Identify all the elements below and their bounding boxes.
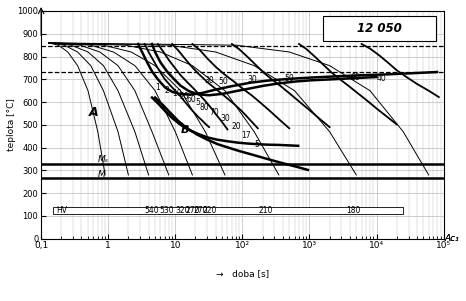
Text: 30: 30 [204,76,214,85]
Text: Ac₁: Ac₁ [445,234,459,243]
Text: 80: 80 [199,103,209,112]
Text: →   doba [s]: → doba [s] [216,269,269,278]
Text: 20: 20 [231,122,240,131]
Text: 5: 5 [254,140,260,149]
Text: 10: 10 [172,89,181,98]
Text: 60: 60 [350,73,360,82]
Text: B: B [181,125,189,135]
Text: 60: 60 [187,95,197,104]
Text: 220: 220 [203,206,217,215]
Bar [53,207,403,214]
Text: 20: 20 [179,92,189,101]
Text: 17: 17 [241,131,251,140]
Text: 12 050: 12 050 [357,22,402,35]
Text: M: M [97,169,105,178]
Text: 2: 2 [164,86,169,95]
Text: 50: 50 [219,77,228,86]
Text: 30: 30 [247,75,257,84]
Text: 30: 30 [220,114,230,123]
Text: 530: 530 [159,206,174,215]
Text: Mₛ: Mₛ [97,155,109,164]
Y-axis label: teplota [°C]: teplota [°C] [7,98,16,151]
Text: 1: 1 [156,83,160,92]
Text: Ac₃: Ac₃ [445,234,459,243]
Text: 210: 210 [258,206,273,215]
Text: 270: 270 [186,206,200,215]
Text: 40: 40 [377,74,387,83]
Text: 5: 5 [196,98,201,107]
Text: 320: 320 [176,206,190,215]
FancyBboxPatch shape [323,16,436,41]
Text: 270: 270 [193,206,208,215]
Text: 540: 540 [145,206,159,215]
Text: 180: 180 [346,206,360,215]
Text: A: A [89,106,98,119]
Text: 70: 70 [209,108,219,117]
Text: 50: 50 [284,74,294,83]
Text: HV: HV [56,206,67,215]
